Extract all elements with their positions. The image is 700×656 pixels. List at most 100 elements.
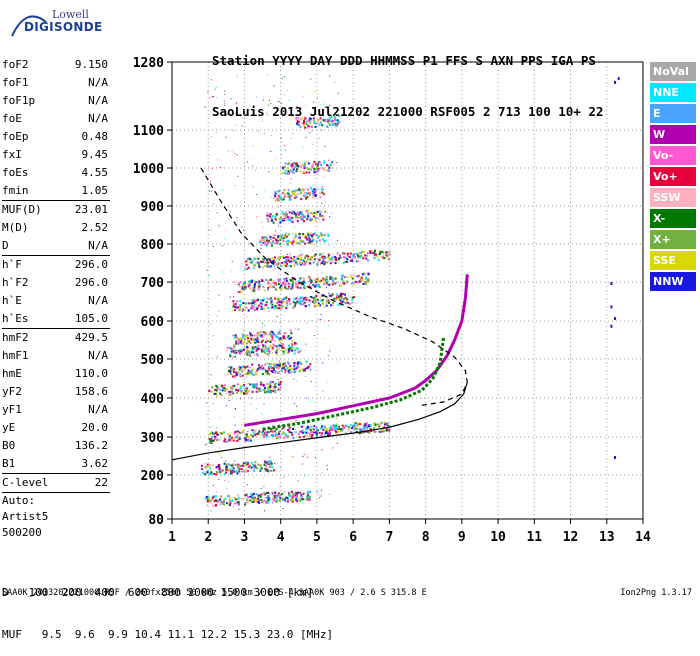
echo-pixel bbox=[366, 254, 369, 257]
echo-pixel bbox=[306, 126, 309, 129]
noise-pixel bbox=[290, 138, 292, 140]
echo-pixel bbox=[238, 388, 241, 391]
echo-pixel bbox=[344, 296, 347, 299]
echo-pixel bbox=[273, 340, 276, 343]
echo-pixel bbox=[241, 371, 244, 374]
param-name: hmE bbox=[2, 367, 22, 380]
echo-pixel bbox=[296, 120, 299, 123]
echo-pixel bbox=[366, 278, 369, 281]
echo-pixel bbox=[241, 333, 244, 336]
echo-pixel bbox=[253, 469, 256, 472]
echo-pixel bbox=[264, 240, 267, 243]
echo-pixel bbox=[276, 434, 279, 437]
noise-pixel bbox=[295, 421, 297, 423]
param-row: M(D) 2.52 bbox=[2, 219, 110, 237]
noise-pixel bbox=[231, 151, 233, 153]
echo-pixel bbox=[288, 495, 291, 498]
echo-pixel bbox=[270, 244, 273, 247]
d-values: 100 200 400 600 800 1000 1500 3000 [km] bbox=[28, 586, 314, 599]
echo-pixel bbox=[610, 305, 613, 309]
echo-pixel bbox=[216, 433, 219, 436]
echo-pixel bbox=[293, 193, 296, 196]
echo-pixel bbox=[274, 288, 277, 291]
echo-pixel bbox=[327, 234, 330, 237]
noise-pixel bbox=[336, 162, 338, 164]
echo-pixel bbox=[263, 499, 266, 502]
echo-pixel bbox=[301, 429, 304, 432]
echo-pixel bbox=[239, 352, 242, 355]
echo-pixel bbox=[292, 280, 295, 283]
noise-pixel bbox=[238, 469, 240, 471]
echo-pixel bbox=[315, 429, 318, 432]
echo-pixel bbox=[304, 242, 307, 245]
echo-pixel bbox=[204, 466, 207, 469]
echo-pixel bbox=[236, 439, 239, 442]
echo-pixel bbox=[206, 469, 209, 472]
echo-pixel bbox=[287, 361, 290, 364]
echo-pixel bbox=[316, 211, 319, 214]
echo-pixel bbox=[218, 468, 221, 471]
echo-pixel bbox=[281, 338, 284, 341]
echo-pixel bbox=[267, 491, 270, 494]
noise-pixel bbox=[280, 461, 282, 463]
noise-pixel bbox=[269, 331, 271, 333]
echo-pixel bbox=[346, 280, 349, 283]
echo-pixel bbox=[233, 470, 236, 473]
echo-pixel bbox=[257, 364, 260, 367]
echo-pixel bbox=[356, 275, 359, 278]
echo-pixel bbox=[318, 285, 321, 288]
noise-pixel bbox=[210, 510, 212, 512]
echo-pixel bbox=[241, 470, 244, 473]
echo-pixel bbox=[253, 263, 256, 266]
echo-pixel bbox=[296, 263, 299, 266]
echo-pixel bbox=[225, 465, 228, 468]
noise-pixel bbox=[210, 323, 212, 325]
echo-pixel bbox=[279, 494, 282, 497]
noise-pixel bbox=[232, 334, 234, 336]
echo-pixel bbox=[302, 435, 305, 438]
echo-pixel bbox=[284, 218, 287, 221]
noise-pixel bbox=[279, 101, 281, 103]
echo-pixel bbox=[284, 265, 287, 268]
echo-pixel bbox=[277, 282, 280, 285]
noise-pixel bbox=[263, 403, 265, 405]
echo-pixel bbox=[334, 429, 337, 432]
echo-pixel bbox=[308, 235, 311, 238]
echo-pixel bbox=[247, 285, 250, 288]
echo-pixel bbox=[324, 282, 327, 285]
noise-pixel bbox=[256, 218, 258, 220]
echo-pixel bbox=[219, 471, 222, 474]
echo-pixel bbox=[321, 124, 324, 127]
echo-pixel bbox=[228, 498, 231, 501]
echo-pixel bbox=[215, 389, 218, 392]
echo-pixel bbox=[275, 196, 278, 199]
echo-pixel bbox=[351, 259, 354, 262]
y-tick-label: 1100 bbox=[133, 124, 164, 139]
echo-pixel bbox=[316, 122, 319, 125]
echo-pixel bbox=[251, 260, 254, 263]
noise-pixel bbox=[245, 502, 247, 504]
echo-pixel bbox=[278, 195, 281, 198]
echo-pixel bbox=[327, 120, 330, 123]
echo-pixel bbox=[307, 499, 310, 502]
echo-pixel bbox=[263, 351, 266, 354]
echo-pixel bbox=[318, 253, 321, 256]
echo-pixel bbox=[248, 350, 251, 353]
noise-pixel bbox=[218, 224, 220, 226]
echo-pixel bbox=[283, 278, 286, 281]
echo-pixel bbox=[318, 239, 321, 242]
echo-pixel bbox=[267, 462, 270, 465]
echo-pixel bbox=[303, 119, 306, 122]
legend-sse: SSE bbox=[650, 251, 696, 270]
echo-pixel bbox=[251, 435, 254, 438]
echo-pixel bbox=[346, 254, 349, 257]
echo-pixel bbox=[346, 260, 349, 263]
echo-pixel bbox=[293, 496, 296, 499]
echo-pixel bbox=[253, 309, 256, 312]
echo-pixel bbox=[234, 303, 237, 306]
echo-pixel bbox=[211, 439, 214, 442]
echo-pixel bbox=[232, 300, 235, 303]
noise-pixel bbox=[267, 214, 269, 216]
echo-pixel bbox=[336, 426, 339, 429]
param-name: hmF2 bbox=[2, 331, 29, 344]
